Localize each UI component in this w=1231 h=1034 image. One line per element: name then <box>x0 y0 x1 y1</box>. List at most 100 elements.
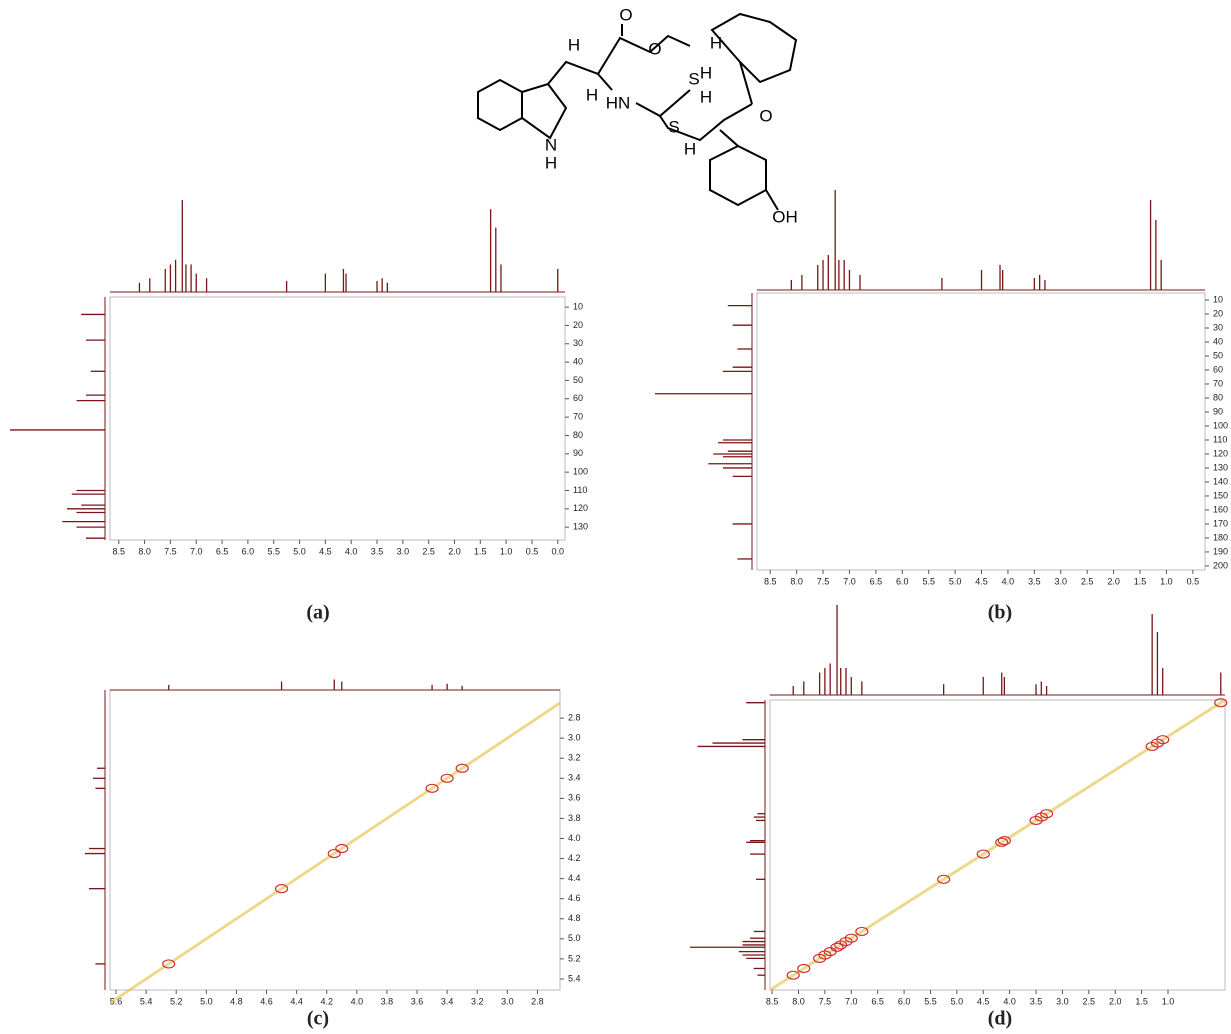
y-tick-label: 10 <box>573 301 583 311</box>
x-tick-label: 7.0 <box>845 996 858 1006</box>
x-tick-label: 2.8 <box>531 996 544 1006</box>
structure-bonds <box>478 14 796 210</box>
y-tick-label: 170 <box>1213 518 1228 528</box>
atom-label: H <box>586 85 598 104</box>
y-tick-label: 140 <box>1213 476 1228 486</box>
y-tick-label: 20 <box>1213 308 1223 318</box>
panel-label: (a) <box>306 602 329 624</box>
y-tick-label: 120 <box>1213 448 1228 458</box>
x-tick-label: 3.6 <box>411 996 424 1006</box>
x-tick-label: 5.5 <box>922 576 935 586</box>
phenol-ring <box>710 146 766 205</box>
x-tick-label: 1.0 <box>500 546 513 556</box>
x-tick-label: 4.0 <box>1003 996 1016 1006</box>
x-tick-label: 8.0 <box>138 546 151 556</box>
x-tick-label: 8.5 <box>113 546 126 556</box>
x-tick-label: 7.5 <box>819 996 832 1006</box>
y-tick-label: 120 <box>573 503 588 513</box>
y-tick-label: 200 <box>1213 560 1228 570</box>
y-tick-label: 90 <box>1213 406 1223 416</box>
y-tick-label: 3.2 <box>568 753 581 763</box>
x-tick-label: 3.5 <box>1028 576 1041 586</box>
x-tick-label: 3.8 <box>381 996 394 1006</box>
y-tick-label: 110 <box>1213 434 1227 444</box>
x-tick-label: 2.5 <box>1081 576 1094 586</box>
y-tick-label: 3.4 <box>568 773 581 783</box>
plot-area <box>757 293 1205 570</box>
y-tick-label: 50 <box>1213 350 1223 360</box>
y-tick-label: 5.2 <box>568 953 581 963</box>
phenyl <box>712 14 796 82</box>
x-tick-label: 4.0 <box>351 996 364 1006</box>
x-tick-label: 4.8 <box>230 996 243 1006</box>
x-tick-label: 7.5 <box>817 576 830 586</box>
y-tick-label: 60 <box>573 393 583 403</box>
y-tick-label: 90 <box>573 448 583 458</box>
y-tick-label: 60 <box>1213 364 1223 374</box>
y-tick-label: 3.6 <box>568 793 581 803</box>
x-tick-label: 3.0 <box>501 996 514 1006</box>
x-tick-label: 1.0 <box>1162 996 1175 1006</box>
atom-label: S <box>688 69 699 88</box>
atom-label: O <box>648 39 661 58</box>
x-tick-label: 2.0 <box>1109 996 1122 1006</box>
x-tick-label: 6.5 <box>871 996 884 1006</box>
atom-label: H <box>700 63 712 82</box>
x-tick-label: 6.5 <box>870 576 883 586</box>
x-tick-label: 1.5 <box>1134 576 1147 586</box>
panel-label: (c) <box>307 1008 329 1030</box>
x-tick-label: 4.5 <box>977 996 990 1006</box>
x-tick-label: 4.0 <box>1002 576 1015 586</box>
y-tick-label: 40 <box>1213 336 1223 346</box>
plot-area <box>110 690 560 990</box>
x-tick-label: 4.2 <box>320 996 333 1006</box>
x-tick-label: 5.2 <box>170 996 183 1006</box>
y-tick-label: 130 <box>1213 462 1228 472</box>
x-tick-label: 0.5 <box>526 546 539 556</box>
x-tick-label: 2.5 <box>422 546 435 556</box>
x-tick-label: 4.6 <box>260 996 273 1006</box>
x-tick-label: 3.0 <box>1055 576 1068 586</box>
y-tick-label: 10 <box>1213 294 1223 304</box>
x-tick-label: 6.5 <box>216 546 229 556</box>
y-tick-label: 160 <box>1213 504 1228 514</box>
y-tick-label: 150 <box>1213 490 1228 500</box>
x-tick-label: 7.0 <box>843 576 856 586</box>
y-tick-label: 4.4 <box>568 873 581 883</box>
atom-label: HN <box>606 93 631 112</box>
y-tick-label: 3.0 <box>568 733 581 743</box>
x-tick-label: 8.0 <box>792 996 805 1006</box>
y-tick-label: 2.8 <box>568 712 581 722</box>
atom-label: H <box>710 33 722 52</box>
x-tick-label: 1.5 <box>474 546 487 556</box>
y-tick-label: 30 <box>573 338 583 348</box>
y-tick-label: 4.2 <box>568 853 581 863</box>
x-tick-label: 4.4 <box>290 996 303 1006</box>
x-tick-label: 8.0 <box>790 576 803 586</box>
y-tick-label: 180 <box>1213 532 1228 542</box>
y-tick-label: 4.6 <box>568 893 581 903</box>
x-tick-label: 8.5 <box>766 996 779 1006</box>
y-tick-label: 110 <box>573 485 587 495</box>
x-tick-label: 4.0 <box>345 546 358 556</box>
x-tick-label: 6.0 <box>242 546 255 556</box>
atom-label: S <box>668 117 679 136</box>
y-tick-label: 70 <box>573 411 583 421</box>
y-tick-label: 40 <box>573 356 583 366</box>
y-tick-label: 4.0 <box>568 833 581 843</box>
figure: OOSHNHHHHHOSHNHOH (a)8.58.07.57.06.56.05… <box>0 0 1231 1034</box>
ester <box>598 36 690 74</box>
x-tick-label: 3.4 <box>441 996 454 1006</box>
x-tick-label: 5.5 <box>924 996 937 1006</box>
x-tick-label: 6.0 <box>896 576 909 586</box>
atom-label: H <box>684 139 696 158</box>
x-tick-label: 0.0 <box>552 546 565 556</box>
x-tick-label: 7.5 <box>164 546 177 556</box>
x-tick-label: 5.0 <box>200 996 213 1006</box>
y-tick-label: 100 <box>1213 420 1228 430</box>
atom-label: N <box>545 135 557 154</box>
y-tick-label: 80 <box>573 430 583 440</box>
x-tick-label: 5.0 <box>949 576 962 586</box>
indole-pyrrole <box>522 84 566 138</box>
x-tick-label: 5.4 <box>140 996 153 1006</box>
